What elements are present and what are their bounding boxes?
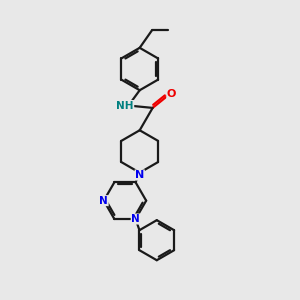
Text: N: N — [135, 170, 144, 180]
Text: N: N — [131, 214, 140, 224]
Text: NH: NH — [116, 100, 134, 110]
Text: N: N — [99, 196, 108, 206]
Text: O: O — [167, 89, 176, 99]
